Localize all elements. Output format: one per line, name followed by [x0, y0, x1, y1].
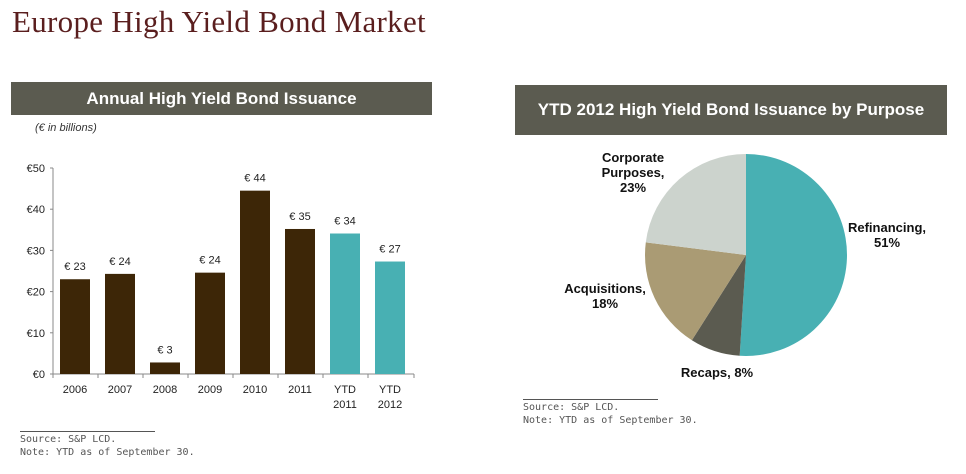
bar-data-label: € 27	[379, 244, 400, 256]
bar-data-label: € 3	[157, 344, 172, 356]
y-tick-label: €20	[27, 287, 45, 299]
x-tick-label: 2007	[108, 384, 132, 396]
pie-label: Purposes,	[602, 165, 665, 180]
bar-source: Source: S&P LCD.	[20, 434, 117, 445]
page-title: Europe High Yield Bond Market	[12, 4, 426, 39]
y-tick-label: €10	[27, 328, 45, 340]
bar-chart-unit: (€ in billions)	[35, 122, 97, 134]
bar-note: Note: YTD as of September 30.	[20, 447, 195, 458]
x-tick-label: 2008	[153, 384, 177, 396]
pie-slice	[645, 154, 746, 255]
bar-data-label: € 35	[289, 211, 310, 223]
pie-slice	[691, 255, 746, 356]
pie-slice	[739, 153, 848, 356]
bar	[240, 190, 270, 374]
x-tick-label: 2011	[333, 399, 357, 411]
bar	[150, 362, 180, 374]
bar-data-label: € 34	[334, 216, 355, 228]
pie-label: 23%	[620, 180, 646, 195]
pie-source-block: Source: S&P LCD. Note: YTD as of Septemb…	[523, 399, 698, 427]
bar	[375, 261, 405, 374]
bar-data-label: € 44	[244, 173, 265, 185]
bar-chart-title: Annual High Yield Bond Issuance	[11, 82, 432, 115]
pie-label: Recaps, 8%	[681, 365, 754, 380]
bar	[60, 279, 90, 374]
bar	[285, 228, 315, 374]
x-tick-label: YTD	[334, 384, 356, 396]
pie-note: Note: YTD as of September 30.	[523, 415, 698, 426]
bar	[195, 272, 225, 374]
y-tick-label: €40	[27, 204, 45, 216]
pie-label: Acquisitions,	[564, 281, 646, 296]
divider	[20, 431, 155, 432]
pie-label: Corporate	[602, 150, 664, 165]
y-tick-label: €0	[33, 369, 45, 381]
pie-slice	[645, 242, 746, 341]
x-tick-label: 2011	[288, 384, 312, 396]
bar-data-label: € 23	[64, 261, 85, 273]
divider	[523, 399, 658, 400]
y-tick-label: €30	[27, 245, 45, 257]
bar-data-label: € 24	[109, 256, 130, 268]
x-tick-label: 2009	[198, 384, 222, 396]
bar-source-block: Source: S&P LCD. Note: YTD as of Septemb…	[20, 431, 195, 459]
x-tick-label: 2006	[63, 384, 87, 396]
pie-label: Refinancing,	[848, 220, 926, 235]
pie-source: Source: S&P LCD.	[523, 402, 620, 413]
x-tick-label: 2012	[378, 399, 402, 411]
bar	[330, 233, 360, 374]
pie-label: 51%	[874, 235, 900, 250]
bar-data-label: € 24	[199, 255, 220, 267]
pie-label: 18%	[592, 296, 618, 311]
x-tick-label: 2010	[243, 384, 267, 396]
pie-chart-title: YTD 2012 High Yield Bond Issuance by Pur…	[515, 85, 947, 135]
x-tick-label: YTD	[379, 384, 401, 396]
y-tick-label: €50	[27, 163, 45, 175]
bar	[105, 273, 135, 374]
